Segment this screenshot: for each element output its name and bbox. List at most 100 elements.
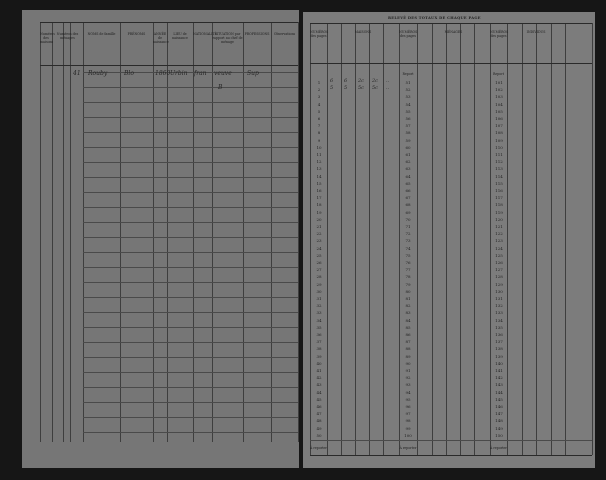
row-rule xyxy=(83,147,298,148)
row-rule xyxy=(83,162,298,163)
page-number: 32 xyxy=(316,303,322,309)
page-number: 83 xyxy=(405,310,411,316)
column-rule xyxy=(507,23,508,455)
row-rule xyxy=(83,117,298,118)
page-number: 72 xyxy=(405,231,411,237)
page-number: 78 xyxy=(405,274,411,280)
page-number: 3 xyxy=(317,94,321,100)
entry-birthplace: Urbin xyxy=(170,70,188,77)
page-number: 25 xyxy=(316,252,322,258)
page-number: 130 xyxy=(495,288,503,294)
page-number: 49 xyxy=(316,425,322,431)
page-number: 125 xyxy=(495,252,503,258)
page-number: 31 xyxy=(316,296,322,301)
column-header: Numéros des ménages xyxy=(56,32,79,40)
column-rule xyxy=(193,22,194,442)
page-number: 121 xyxy=(495,224,503,229)
entry-name: Rouby xyxy=(88,70,108,77)
page-number: 100 xyxy=(404,432,412,438)
page-number: 59 xyxy=(405,137,411,143)
handwritten-total: 6 xyxy=(344,78,348,84)
page-number: 149 xyxy=(495,425,503,431)
page-number: 79 xyxy=(405,281,411,287)
page-number: 26 xyxy=(316,260,322,265)
row-rule xyxy=(83,192,298,193)
row-rule xyxy=(83,417,298,418)
page-number: 71 xyxy=(405,224,411,229)
entry-profession: Sup xyxy=(247,70,259,77)
page-number: 55 xyxy=(405,108,411,114)
row-rule xyxy=(83,327,298,328)
page-number: 38 xyxy=(316,346,322,352)
row-rule xyxy=(83,387,298,388)
entry-nationality: fran xyxy=(194,70,207,77)
page-number: 14 xyxy=(316,173,322,179)
page-number: 99 xyxy=(405,425,411,431)
page-number: 81 xyxy=(405,296,411,301)
carry-forward-label: À reporter xyxy=(310,446,327,450)
page-number: 126 xyxy=(495,260,503,265)
page-number: 144 xyxy=(495,389,503,395)
page-number: 1 xyxy=(317,80,321,85)
handwritten-total: 5c xyxy=(372,85,378,92)
page-number: 138 xyxy=(495,346,503,352)
row-rule xyxy=(83,282,298,283)
column-rule xyxy=(120,22,121,442)
page-number: 50 xyxy=(316,432,322,438)
page-number: 47 xyxy=(316,411,322,417)
page-number: 97 xyxy=(405,411,411,417)
page-number: 22 xyxy=(316,231,322,237)
page-number: 142 xyxy=(495,375,503,381)
page-number: 145 xyxy=(495,396,503,402)
page-number: 147 xyxy=(495,411,503,417)
left-page: Numéros des maisons Numéros des ménages NO… xyxy=(22,10,299,468)
page-number: 35 xyxy=(316,324,322,330)
page-number: 51 xyxy=(405,80,411,85)
page-number: 92 xyxy=(405,375,411,381)
group-header: MÉNAGES xyxy=(444,30,463,34)
page-number: 24 xyxy=(316,245,322,251)
page-number: 86 xyxy=(405,332,411,337)
page-number: 131 xyxy=(495,296,503,301)
handwritten-total: 6 xyxy=(330,78,334,84)
row-rule xyxy=(83,207,298,208)
page-number: 106 xyxy=(495,116,503,121)
column-rule xyxy=(271,22,272,442)
header-bottom-rule xyxy=(310,63,592,64)
page-number: 95 xyxy=(405,396,411,402)
column-rule xyxy=(417,23,418,455)
page-number: 103 xyxy=(495,94,503,100)
page-number: 48 xyxy=(316,418,322,424)
page-number: 108 xyxy=(495,130,503,136)
header-top-rule xyxy=(40,22,298,23)
page-number: 30 xyxy=(316,288,322,294)
column-rule xyxy=(243,22,244,442)
column-rule xyxy=(167,22,168,442)
row-rule xyxy=(83,102,298,103)
page-number: 17 xyxy=(316,195,322,201)
page-number: 33 xyxy=(316,310,322,316)
column-rule xyxy=(355,23,356,455)
page-number: 80 xyxy=(405,288,411,294)
total-rule xyxy=(310,440,592,441)
row-rule xyxy=(83,402,298,403)
row-rule xyxy=(83,267,298,268)
page-number: 42 xyxy=(316,375,322,381)
handwritten-total: 5 xyxy=(330,85,334,92)
column-rule xyxy=(369,23,370,455)
page-number: 120 xyxy=(495,216,503,222)
page-number: 87 xyxy=(405,339,411,345)
column-header: Observations xyxy=(273,32,296,36)
page-number: 21 xyxy=(316,224,322,229)
page-number: 46 xyxy=(316,404,322,409)
page-number: 54 xyxy=(405,101,411,107)
page-number: 56 xyxy=(405,116,411,121)
page-number: 119 xyxy=(495,209,503,215)
column-header: PRÉNOMS xyxy=(127,32,146,36)
page-number: 75 xyxy=(405,252,411,258)
handwritten-total: .. xyxy=(386,78,390,84)
row-rule xyxy=(83,237,298,238)
row-rule xyxy=(83,252,298,253)
page-number: 57 xyxy=(405,123,411,129)
column-rule xyxy=(490,23,491,455)
